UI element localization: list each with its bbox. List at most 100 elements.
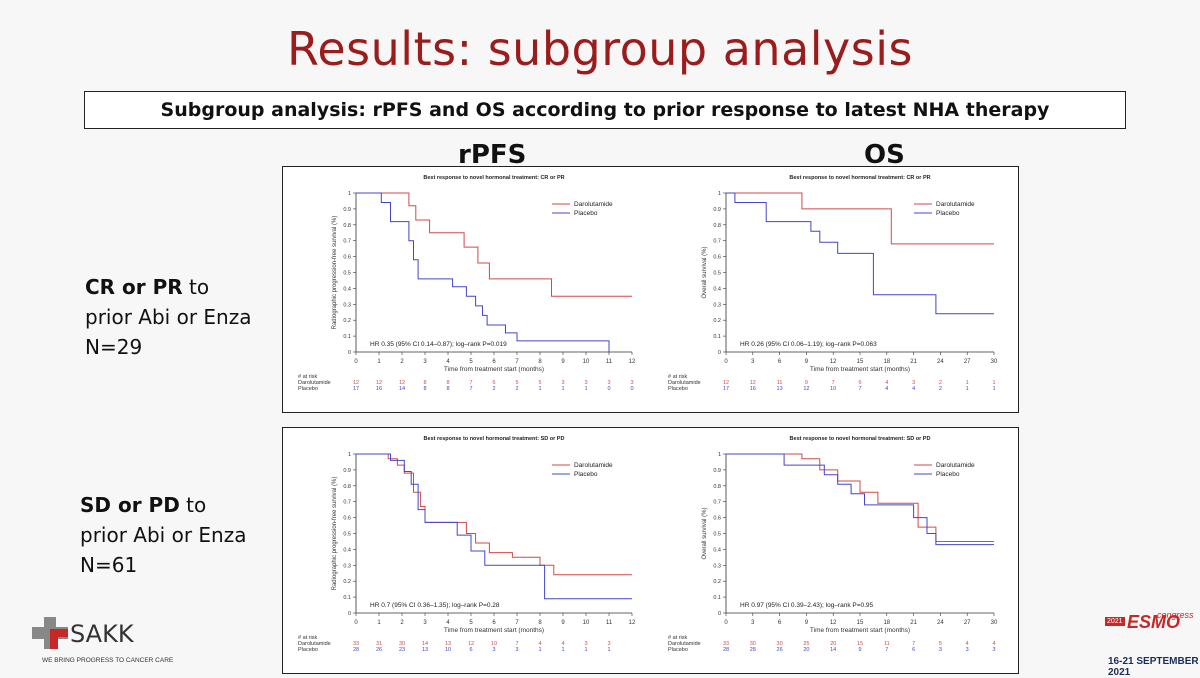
- risk-value: 16: [376, 386, 382, 392]
- column-header-rpfs: rPFS: [458, 140, 527, 170]
- y-tick-label: 0.5: [713, 532, 721, 538]
- x-tick-label: 11: [606, 359, 613, 365]
- risk-value: 4: [885, 380, 888, 386]
- row-label-rest: to: [179, 493, 207, 517]
- risk-value: 8: [423, 386, 426, 392]
- y-tick-label: 0.6: [713, 516, 721, 522]
- risk-value: 1: [966, 386, 969, 392]
- series-line-placebo: [726, 453, 994, 546]
- risk-value: 26: [376, 647, 382, 653]
- x-tick-label: 12: [629, 359, 636, 365]
- y-tick-label: 0.9: [343, 468, 351, 474]
- risk-value: 3: [561, 380, 564, 386]
- x-tick-label: 21: [910, 620, 917, 626]
- subtitle-text: Subgroup analysis: rPFS and OS according…: [160, 99, 1050, 121]
- risk-value: 15: [857, 641, 863, 647]
- y-tick-label: 0.6: [713, 255, 721, 261]
- series-line-placebo: [356, 192, 610, 352]
- risk-value: 8: [423, 380, 426, 386]
- hr-annotation: HR 0.97 (95% CI 0.39–2.43); log–rank P=0…: [740, 602, 874, 609]
- risk-value: 3: [939, 647, 942, 653]
- x-tick-label: 12: [830, 620, 837, 626]
- risk-value: 26: [777, 647, 783, 653]
- legend-label: Darolutamide: [574, 462, 613, 469]
- legend-label: Darolutamide: [574, 201, 613, 208]
- y-tick-label: 0.4: [343, 547, 351, 553]
- series-line-darolutamide: [356, 192, 632, 297]
- series-line-placebo: [356, 453, 632, 600]
- risk-value: 3: [584, 380, 587, 386]
- x-tick-label: 0: [724, 620, 728, 626]
- risk-value: 28: [723, 647, 729, 653]
- x-tick-label: 12: [830, 359, 837, 365]
- risk-row-label: Darolutamide: [668, 641, 701, 647]
- risk-value: 2: [939, 386, 942, 392]
- x-tick-label: 7: [515, 359, 519, 365]
- risk-value: 3: [912, 380, 915, 386]
- sakk-cross-icon: [32, 617, 68, 649]
- row-label-cr-pr: CR or PR to prior Abi or Enza N=29: [85, 272, 251, 362]
- x-tick-label: 18: [883, 359, 890, 365]
- x-tick-label: 2: [400, 620, 404, 626]
- x-tick-label: 21: [910, 359, 917, 365]
- congress-dates: 16-21 SEPTEMBER 2021: [1108, 656, 1199, 678]
- x-tick-label: 12: [629, 620, 636, 626]
- hr-annotation: HR 0.26 (95% CI 0.06–1.19); log–rank P=0…: [740, 341, 877, 348]
- risk-value: 28: [750, 647, 756, 653]
- x-tick-label: 6: [778, 359, 782, 365]
- risk-row-label: Darolutamide: [668, 380, 701, 386]
- y-tick-label: 0.2: [343, 579, 351, 585]
- risk-value: 12: [750, 380, 756, 386]
- risk-value: 7: [469, 380, 472, 386]
- risk-value: 12: [803, 386, 809, 392]
- x-tick-label: 6: [492, 359, 496, 365]
- chart-title: Best response to novel hormonal treatmen…: [789, 175, 930, 181]
- y-tick-label: 0: [718, 611, 721, 617]
- risk-value: 10: [830, 386, 836, 392]
- row-label-line3: N=61: [80, 553, 138, 577]
- row-label-sd-pd: SD or PD to prior Abi or Enza N=61: [80, 490, 246, 580]
- series-line-placebo: [726, 192, 994, 315]
- y-tick-label: 0: [348, 611, 351, 617]
- km-chart-os-sd-pd: Best response to novel hormonal treatmen…: [668, 436, 998, 653]
- x-tick-label: 8: [538, 359, 542, 365]
- x-tick-label: 18: [883, 620, 890, 626]
- x-tick-label: 9: [805, 359, 809, 365]
- y-tick-label: 0.8: [343, 484, 351, 490]
- risk-value: 1: [584, 647, 587, 653]
- y-tick-label: 1: [348, 452, 351, 458]
- risk-value: 4: [885, 386, 888, 392]
- panel-sd-pd: [282, 427, 1019, 674]
- risk-value: 7: [515, 641, 518, 647]
- risk-value: 3: [966, 647, 969, 653]
- x-tick-label: 6: [778, 620, 782, 626]
- risk-value: 1: [992, 386, 995, 392]
- y-axis-label: Overall survival (%): [702, 507, 708, 559]
- panel-cr-pr: [282, 166, 1019, 413]
- risk-value: 6: [492, 380, 495, 386]
- x-tick-label: 5: [469, 620, 473, 626]
- row-label-bold: CR or PR: [85, 275, 183, 299]
- y-tick-label: 0.3: [713, 302, 721, 308]
- risk-value: 3: [607, 380, 610, 386]
- y-tick-label: 0.6: [343, 516, 351, 522]
- x-tick-label: 8: [538, 620, 542, 626]
- esmo-year: 2021: [1105, 617, 1125, 626]
- row-label-line2: prior Abi or Enza: [85, 305, 252, 329]
- risk-value: 12: [353, 380, 359, 386]
- row-label-bold: SD or PD: [80, 493, 180, 517]
- y-tick-label: 0.1: [713, 334, 721, 340]
- y-tick-label: 0.7: [343, 500, 351, 506]
- risk-value: 4: [538, 641, 541, 647]
- risk-value: 5: [538, 380, 541, 386]
- risk-value: 12: [399, 380, 405, 386]
- y-tick-label: 0.2: [713, 579, 721, 585]
- km-chart-rpfs-cr-pr: Best response to novel hormonal treatmen…: [298, 175, 636, 392]
- y-tick-label: 0.5: [343, 271, 351, 277]
- risk-value: 3: [515, 647, 518, 653]
- risk-row-label: Placebo: [668, 647, 688, 653]
- x-tick-label: 24: [937, 359, 944, 365]
- risk-value: 1: [538, 647, 541, 653]
- y-tick-label: 1: [718, 191, 721, 197]
- risk-value: 17: [723, 386, 729, 392]
